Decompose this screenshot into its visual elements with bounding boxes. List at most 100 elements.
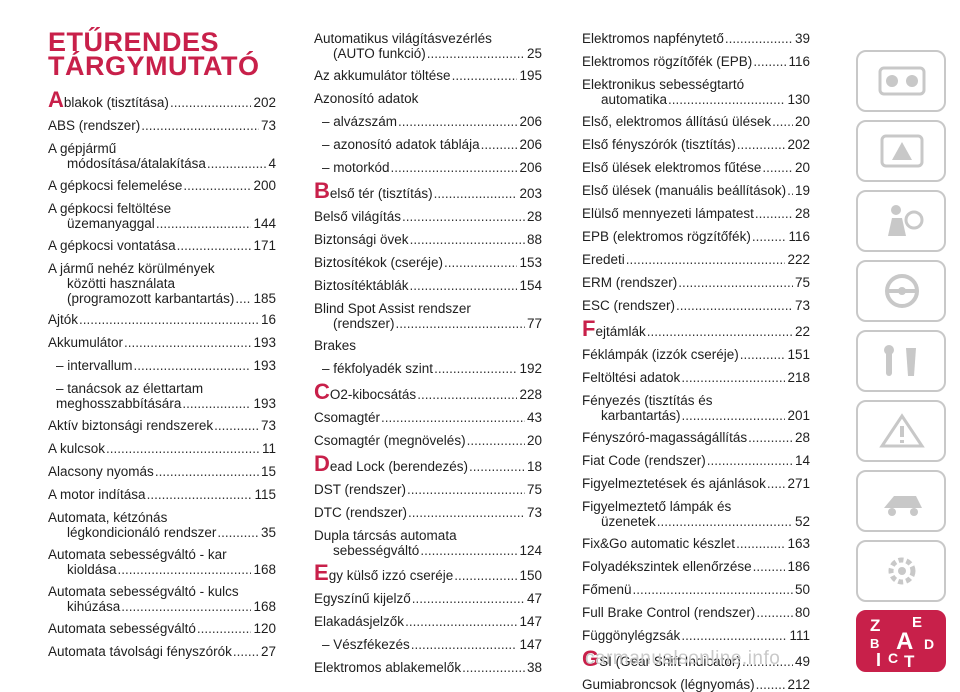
index-entry[interactable]: Full Brake Control (rendszer) 80 [582, 605, 810, 620]
entry-label: karbantartás) [601, 408, 681, 423]
tab-technical-data[interactable] [856, 540, 946, 602]
entry-label: – Vészfékezés [322, 637, 410, 652]
index-entry[interactable]: Brakes [314, 338, 542, 353]
dot-leader [427, 46, 525, 61]
page-number: 19 [794, 183, 810, 198]
index-entry[interactable]: – intervallum 193 [48, 358, 276, 373]
dot-leader [753, 559, 786, 574]
index-entry[interactable]: Automatikus világításvezérlés (AUTO funkc… [314, 31, 542, 61]
page-number: 206 [519, 160, 542, 175]
index-entry[interactable]: A motor indítása 115 [48, 487, 276, 502]
index-entry[interactable]: Egy külső izzó cseréje 150 [314, 562, 542, 584]
index-entry[interactable]: ERM (rendszer) 75 [582, 275, 810, 290]
index-entry[interactable]: Biztosítékok (cseréje) 153 [314, 255, 542, 270]
index-entry[interactable]: Figyelmeztetések és ajánlások 271 [582, 476, 810, 491]
index-entry[interactable]: Elektromos napfénytető 39 [582, 31, 810, 46]
index-entry[interactable]: Egyszínű kijelző 47 [314, 591, 542, 606]
index-entry[interactable]: Csomagtér (megnövelés) 20 [314, 433, 542, 448]
index-entry[interactable]: Eredeti 222 [582, 252, 810, 267]
tab-index[interactable]: Z E B A D C T I [856, 610, 946, 672]
index-entry[interactable]: ESC (rendszer) 73 [582, 298, 810, 313]
index-entry[interactable]: ABS (rendszer) 73 [48, 118, 276, 133]
dot-leader [134, 358, 252, 373]
index-entry[interactable]: – motorkód 206 [314, 160, 542, 175]
tab-maintenance[interactable] [856, 470, 946, 532]
index-entry[interactable]: Elakadásjelzők 147 [314, 614, 542, 629]
index-entry[interactable]: Az akkumulátor töltése 195 [314, 68, 542, 83]
index-entry[interactable]: Alacsony nyomás 15 [48, 464, 276, 479]
page-number: 193 [253, 335, 276, 350]
tab-dashboard[interactable] [856, 50, 946, 112]
entry-line: – tanácsok az élettartam [56, 381, 204, 396]
index-entry[interactable]: A gépkocsi felemelése 200 [48, 178, 276, 193]
dot-leader [752, 229, 787, 244]
index-entry[interactable]: – tanácsok az élettartam meghosszabbításá… [48, 381, 276, 411]
index-entry[interactable]: – alvázszám 206 [314, 114, 542, 129]
index-entry[interactable]: Automata, kétzónás légkondicionáló rendsz… [48, 510, 276, 540]
page-number: 271 [787, 476, 810, 491]
index-entry[interactable]: Belső tér (tisztítás) 203 [314, 180, 542, 202]
index-entry[interactable]: Fiat Code (rendszer) 14 [582, 453, 810, 468]
index-entry[interactable]: A gépkocsi vontatása 171 [48, 238, 276, 253]
entry-label: Féklámpák (izzók cseréje) [582, 347, 739, 362]
index-entry[interactable]: Blind Spot Assist rendszer(rendszer) 77 [314, 301, 542, 331]
tab-safety[interactable] [856, 190, 946, 252]
index-entry[interactable]: Főmenü 50 [582, 582, 810, 597]
index-entry[interactable]: Első, elektromos állítású ülések 20 [582, 114, 810, 129]
index-entry[interactable]: Automata távolsági fényszórók 27 [48, 644, 276, 659]
tab-starting-driving[interactable] [856, 260, 946, 322]
entry-label: Főmenü [582, 582, 632, 597]
index-entry[interactable]: Folyadékszintek ellenőrzése 186 [582, 559, 810, 574]
index-entry[interactable]: – Vészfékezés 147 [314, 637, 542, 652]
index-entry[interactable]: Elülső mennyezeti lámpatest 28 [582, 206, 810, 221]
index-entry[interactable]: Csomagtér 43 [314, 410, 542, 425]
index-entry[interactable]: Első ülések elektromos fűtése 20 [582, 160, 810, 175]
index-entry[interactable]: Biztosítéktáblák 154 [314, 278, 542, 293]
index-entry[interactable]: Elektromos rögzítőfék (EPB) 116 [582, 54, 810, 69]
index-entry[interactable]: Aktív biztonsági rendszerek 73 [48, 418, 276, 433]
index-entry[interactable]: DTC (rendszer) 73 [314, 505, 542, 520]
index-entry[interactable]: Feltöltési adatok 218 [582, 370, 810, 385]
index-entry[interactable]: Féklámpák (izzók cseréje) 151 [582, 347, 810, 362]
index-entry[interactable]: Függönylégzsák 111 [582, 628, 810, 643]
index-entry[interactable]: Biztonsági övek 88 [314, 232, 542, 247]
page-number: 202 [787, 137, 810, 152]
tab-road-emergency[interactable] [856, 400, 946, 462]
page-number: 49 [794, 654, 810, 669]
index-entry[interactable]: Gumiabroncsok (légnyomás) 212 [582, 677, 810, 692]
index-entry[interactable]: Ajtók 16 [48, 312, 276, 327]
index-entry[interactable]: Akkumulátor 193 [48, 335, 276, 350]
index-entry[interactable]: – azonosító adatok táblája 206 [314, 137, 542, 152]
index-entry[interactable]: DST (rendszer) 75 [314, 482, 542, 497]
index-entry[interactable]: Automata sebességváltó 120 [48, 621, 276, 636]
index-entry[interactable]: Belső világítás 28 [314, 209, 542, 224]
index-entry[interactable]: Fényszóró-magasságállítás 28 [582, 430, 810, 445]
index-entry[interactable]: Azonosító adatok [314, 91, 542, 106]
index-entry[interactable]: Fix&Go automatic készlet 163 [582, 536, 810, 551]
index-entry[interactable]: GSI (Gear Shift Indicator) 49 [582, 648, 810, 670]
index-entry[interactable]: A jármű nehéz körülmények közötti használ… [48, 261, 276, 306]
index-entry[interactable]: Első ülések (manuális beállítások) 19 [582, 183, 810, 198]
index-entry[interactable]: A kulcsok 11 [48, 441, 276, 456]
index-entry[interactable]: Első fényszórók (tisztítás) 202 [582, 137, 810, 152]
index-entry[interactable]: EPB (elektromos rögzítőfék) 116 [582, 229, 810, 244]
index-entry[interactable]: – fékfolyadék szint 192 [314, 361, 542, 376]
dot-leader [725, 31, 793, 46]
tab-warning-lights[interactable] [856, 120, 946, 182]
index-entry[interactable]: Elektromos ablakemelők 38 [314, 660, 542, 675]
dot-leader [170, 95, 252, 110]
entry-label: Első ülések elektromos fűtése [582, 160, 762, 175]
tab-emergency[interactable] [856, 330, 946, 392]
index-entry[interactable]: CO2-kibocsátás 228 [314, 381, 542, 403]
